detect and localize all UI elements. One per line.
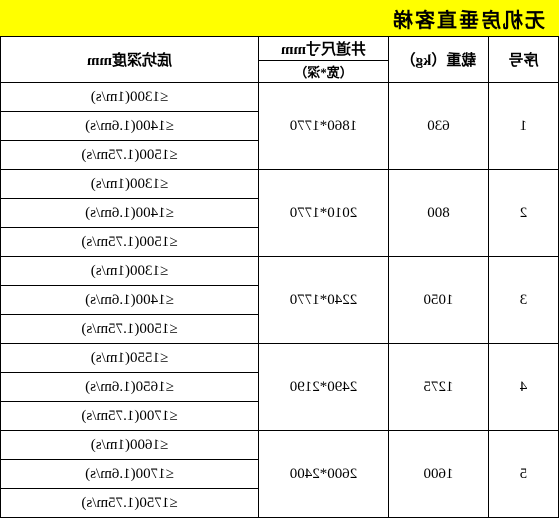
cell-seq: 3	[489, 257, 559, 344]
table-row: 310502240*1770≤1300(1m/s)	[1, 257, 559, 286]
header-pit: 底坑深度mm	[1, 37, 259, 83]
cell-shaft: 1860*1770	[259, 83, 389, 170]
cell-load: 1600	[389, 431, 489, 518]
cell-pit: ≤1750(1.75m/s)	[1, 489, 259, 518]
cell-load: 800	[389, 170, 489, 257]
cell-pit: ≤1300(1m/s)	[1, 83, 259, 112]
cell-seq: 1	[489, 83, 559, 170]
spec-table: 序号 载重（kg） 井道尺寸mm 底坑深度mm （宽*深） 16301860*1…	[0, 36, 559, 518]
cell-shaft: 2600*2400	[259, 431, 389, 518]
cell-pit: ≤1400(1.6m/s)	[1, 286, 259, 315]
cell-pit: ≤1400(1.6m/s)	[1, 199, 259, 228]
header-seq: 序号	[489, 37, 559, 83]
cell-pit: ≤1300(1m/s)	[1, 257, 259, 286]
cell-pit: ≤1600(1m/s)	[1, 431, 259, 460]
cell-shaft: 2490*2190	[259, 344, 389, 431]
title-text: 无机房垂直客梯	[391, 4, 545, 33]
cell-pit: ≤1400(1.6m/s)	[1, 112, 259, 141]
header-shaft-top: 井道尺寸mm	[259, 37, 389, 61]
cell-seq: 2	[489, 170, 559, 257]
cell-seq: 4	[489, 344, 559, 431]
header-shaft-sub: （宽*深）	[259, 61, 389, 83]
header-load: 载重（kg）	[389, 37, 489, 83]
cell-pit: ≤1300(1m/s)	[1, 170, 259, 199]
table-row: 516002600*2400≤1600(1m/s)	[1, 431, 559, 460]
cell-pit: ≤1500(1.75m/s)	[1, 228, 259, 257]
cell-shaft: 2240*1770	[259, 257, 389, 344]
table-row: 28002010*1770≤1300(1m/s)	[1, 170, 559, 199]
cell-pit: ≤1700(1.6m/s)	[1, 460, 259, 489]
title-bar: 无机房垂直客梯	[0, 0, 559, 36]
cell-load: 1275	[389, 344, 489, 431]
cell-pit: ≤1550(1m/s)	[1, 344, 259, 373]
table-row: 16301860*1770≤1300(1m/s)	[1, 83, 559, 112]
cell-pit: ≤1700(1.75m/s)	[1, 402, 259, 431]
cell-pit: ≤1650(1.6m/s)	[1, 373, 259, 402]
cell-load: 1050	[389, 257, 489, 344]
cell-load: 630	[389, 83, 489, 170]
cell-pit: ≤1500(1.75m/s)	[1, 315, 259, 344]
table-row: 412752490*2190≤1550(1m/s)	[1, 344, 559, 373]
cell-pit: ≤1500(1.75m/s)	[1, 141, 259, 170]
cell-shaft: 2010*1770	[259, 170, 389, 257]
cell-seq: 5	[489, 431, 559, 518]
